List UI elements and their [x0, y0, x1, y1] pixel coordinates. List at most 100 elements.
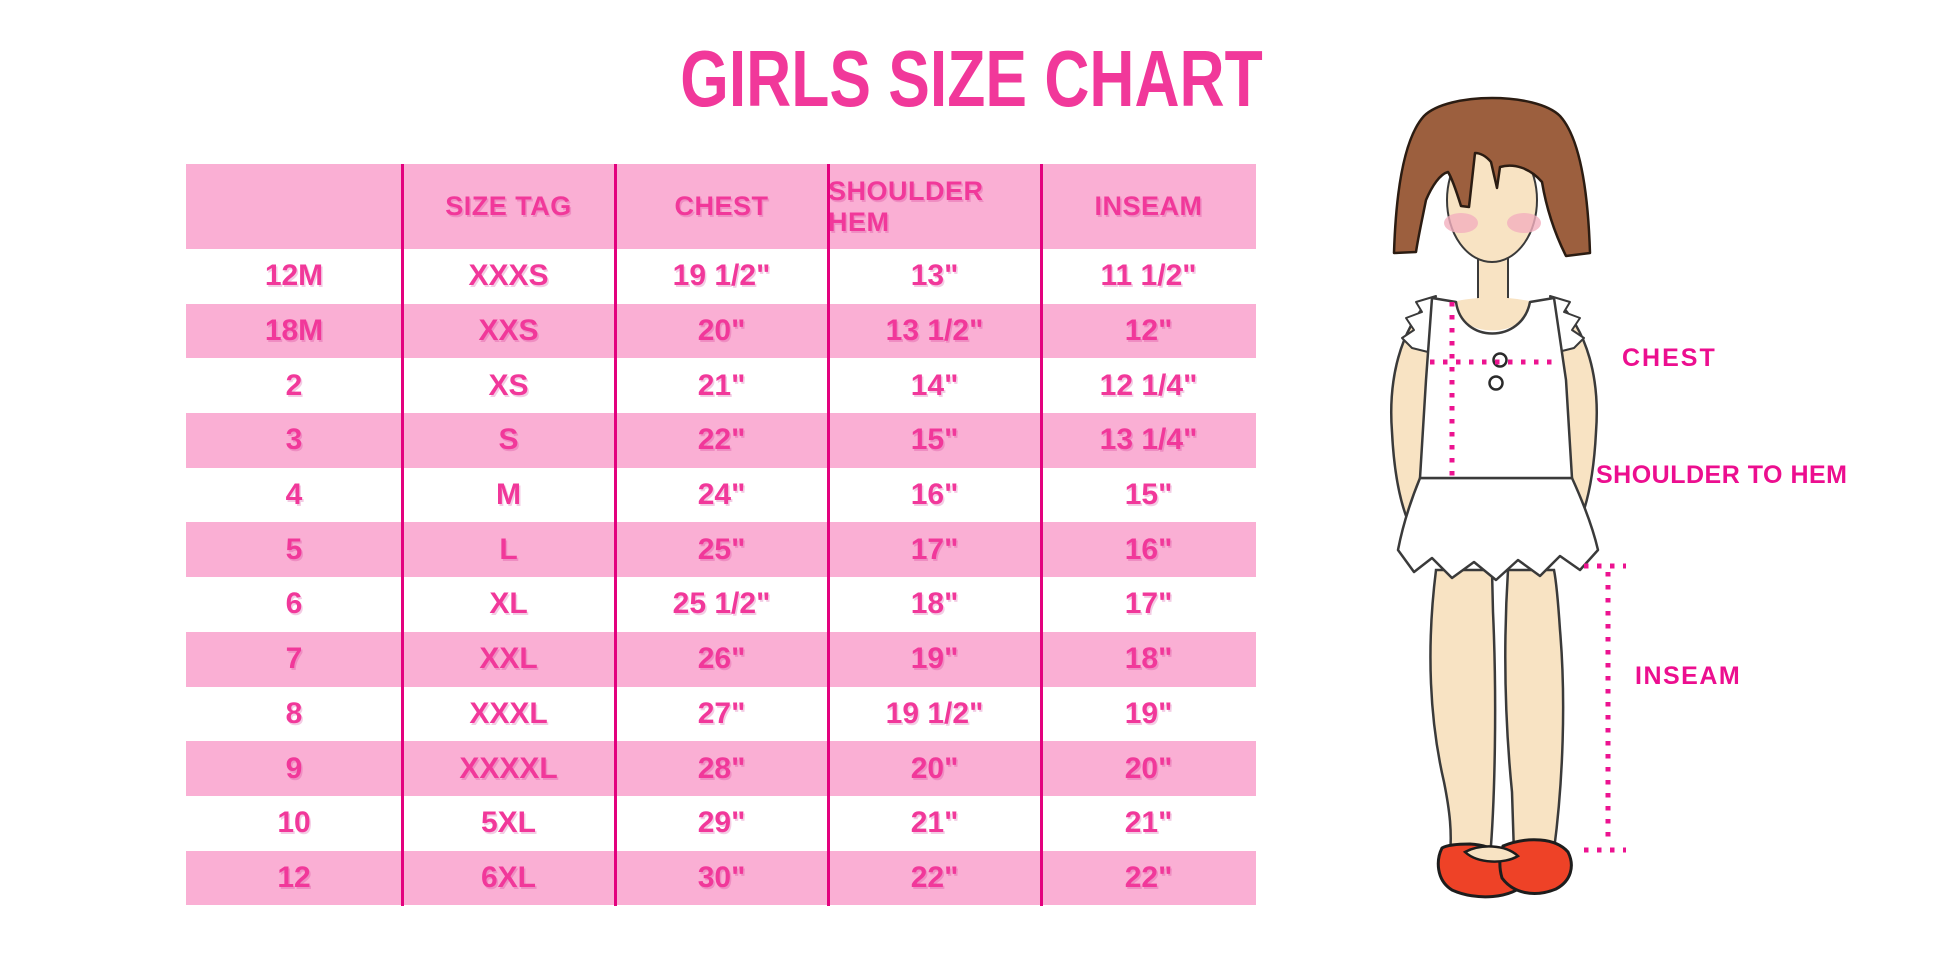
header-cell-inseam: INSEAM: [1094, 191, 1203, 221]
table-row: 2 XS 21" 14" 12 1/4": [186, 358, 1256, 414]
table-cell: 3: [285, 423, 303, 457]
blush: [1444, 213, 1478, 233]
measurement-lines: [1430, 302, 1626, 853]
shoe-strap-gap: [1462, 845, 1521, 863]
table-header-row: SIZE TAG CHEST SHOULDER HEM INSEAM: [186, 164, 1256, 249]
table-cell: S: [498, 423, 519, 457]
table-row: 18M XXS 20" 13 1/2" 12": [186, 303, 1256, 359]
girl-measurement-illustration: CHEST SHOULDER TO HEM INSEAM: [1390, 96, 1848, 899]
table-row: 12 6XL 30" 22" 22": [186, 850, 1256, 906]
table-cell: 16": [910, 478, 959, 512]
table-row: 9 XXXXL 28" 20" 20": [186, 741, 1256, 796]
table-cell: 27": [697, 696, 746, 730]
chest-label: CHEST: [1622, 344, 1717, 372]
table-cell: 2: [285, 368, 303, 402]
table-cell: 15": [910, 423, 959, 457]
table-body: 12M XXXS 19 1/2" 13" 11 1/2" 18M XXS 20" 13 1/2"…: [186, 249, 1256, 906]
table-cell: 18M: [264, 314, 324, 348]
blush: [1507, 213, 1541, 233]
table-cell: 8: [285, 696, 303, 730]
table-row: 7 XXL 26" 19" 18": [186, 631, 1256, 687]
table-cell: 14": [910, 368, 959, 402]
table-cell: 10: [277, 806, 311, 840]
table-cell: 21": [697, 368, 746, 402]
girl-legs: [1429, 568, 1565, 860]
table-cell: 20": [910, 751, 959, 785]
table-cell: 6XL: [480, 860, 537, 894]
table-cell: 26": [697, 642, 746, 676]
table-row: 5 L 25" 17" 16": [186, 522, 1256, 578]
table-cell: 21": [1124, 806, 1173, 840]
table-cell: XXXXL: [459, 751, 558, 785]
table-cell: 17": [910, 532, 959, 566]
inseam-label: INSEAM: [1635, 662, 1741, 690]
table-cell: 21": [910, 806, 959, 840]
table-cell: 28": [697, 751, 746, 785]
table-cell: 5XL: [480, 806, 537, 840]
table-cell: XXXS: [468, 259, 549, 293]
table-cell: 13": [910, 259, 959, 293]
table-cell: 20": [697, 314, 746, 348]
table-cell: 12 1/4": [1099, 368, 1198, 402]
button: [1488, 375, 1504, 391]
table-cell: 22": [697, 423, 746, 457]
table-cell: 19": [1124, 696, 1173, 730]
table-cell: 25 1/2": [672, 587, 771, 621]
table-cell: 13 1/2": [885, 314, 984, 348]
column-divider: [826, 164, 830, 906]
size-table: SIZE TAG CHEST SHOULDER HEM INSEAM 12M XX…: [186, 164, 1256, 906]
column-divider: [1039, 164, 1043, 906]
table-row: 8 XXXL 27" 19 1/2" 19": [186, 686, 1256, 742]
table-cell: 12: [277, 860, 311, 894]
table-cell: 5: [285, 532, 303, 566]
table-cell: XS: [488, 368, 529, 402]
column-divider: [613, 164, 617, 906]
header-cell-shoulder-hem: SHOULDER HEM: [828, 175, 984, 237]
header-cell-chest: CHEST: [674, 191, 769, 221]
table-cell: 12M: [264, 259, 324, 293]
table-row: 4 M 24" 16" 15": [186, 467, 1256, 523]
table-cell: 7: [285, 642, 303, 676]
table-cell: XL: [489, 587, 528, 621]
table-cell: 25": [697, 532, 746, 566]
table-row: 6 XL 25 1/2" 18" 17": [186, 577, 1256, 632]
table-cell: XXL: [479, 642, 538, 676]
table-cell: 13 1/4": [1099, 423, 1198, 457]
table-cell: 19": [910, 642, 959, 676]
table-cell: L: [499, 532, 518, 566]
table-cell: 9: [285, 751, 303, 785]
table-cell: 20": [1124, 751, 1173, 785]
header-cell-size-tag: SIZE TAG: [445, 191, 572, 221]
right-shoe: [1498, 838, 1573, 895]
table-cell: 16": [1124, 532, 1173, 566]
shoulder-to-hem-label: SHOULDER TO HEM: [1596, 461, 1848, 489]
table-cell: 24": [697, 478, 746, 512]
table-cell: 19 1/2": [672, 259, 771, 293]
table-cell: 17": [1124, 587, 1173, 621]
table-cell: 30": [697, 860, 746, 894]
table-cell: XXXL: [469, 696, 548, 730]
girl-skirt: [1396, 476, 1600, 582]
table-row: 3 S 22" 15" 13 1/4": [186, 413, 1256, 468]
girl-shoes: [1436, 838, 1573, 899]
column-divider: [400, 164, 404, 906]
table-cell: 19 1/2": [885, 696, 984, 730]
table-cell: 11 1/2": [1100, 259, 1197, 293]
header-cell-blank: [186, 164, 402, 249]
table-cell: 29": [697, 806, 746, 840]
table-cell: XXS: [478, 314, 539, 348]
table-cell: 12": [1124, 314, 1173, 348]
table-cell: 4: [285, 478, 303, 512]
table-cell: 15": [1124, 478, 1173, 512]
table-cell: 22": [910, 860, 959, 894]
table-row: 10 5XL 29" 21" 21": [186, 795, 1256, 851]
girl-hair: [1392, 96, 1592, 258]
table-row: 12M XXXS 19 1/2" 13" 11 1/2": [186, 249, 1256, 304]
table-cell: 18": [1124, 642, 1173, 676]
table-cell: 18": [910, 587, 959, 621]
table-cell: M: [496, 478, 521, 512]
page-title: GIRLS SIZE CHART: [680, 34, 1263, 123]
table-cell: 6: [285, 587, 303, 621]
table-cell: 22": [1124, 860, 1173, 894]
